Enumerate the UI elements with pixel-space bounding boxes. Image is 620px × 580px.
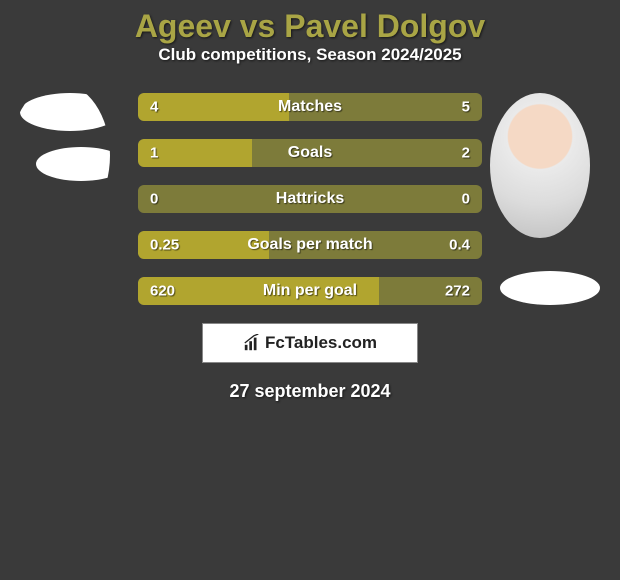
stat-left-value: 4	[150, 99, 158, 116]
stat-right-value: 272	[445, 283, 470, 300]
stat-label: Matches	[278, 98, 342, 116]
stat-left-value: 0	[150, 191, 158, 208]
stat-label: Min per goal	[263, 282, 357, 300]
player-right-avatar	[490, 93, 590, 238]
stat-row: 4 Matches 5	[138, 93, 482, 121]
stat-row: 620 Min per goal 272	[138, 277, 482, 305]
page-title: Ageev vs Pavel Dolgov	[0, 0, 620, 45]
snapshot-date: 27 september 2024	[0, 381, 620, 402]
stat-right-value: 5	[462, 99, 470, 116]
stat-label: Goals	[288, 144, 332, 162]
page-subtitle: Club competitions, Season 2024/2025	[0, 45, 620, 65]
avatar-blob	[20, 93, 110, 131]
source-logo: FcTables.com	[202, 323, 418, 363]
stat-right-value: 0.4	[449, 237, 470, 254]
stat-label: Goals per match	[247, 236, 372, 254]
stat-row-fill	[138, 93, 289, 121]
avatar-blob	[500, 271, 600, 305]
stat-left-value: 0.25	[150, 237, 179, 254]
avatar-blob	[36, 147, 110, 181]
stats-area: 4 Matches 5 1 Goals 2 0 Hattricks 0 0.25 Goals per…	[0, 93, 620, 305]
stat-row: 0 Hattricks 0	[138, 185, 482, 213]
stat-right-value: 2	[462, 145, 470, 162]
stat-row: 1 Goals 2	[138, 139, 482, 167]
stat-left-value: 1	[150, 145, 158, 162]
stat-left-value: 620	[150, 283, 175, 300]
source-logo-text: FcTables.com	[265, 333, 377, 353]
bar-chart-icon	[243, 334, 261, 352]
player-left-avatar	[10, 83, 110, 228]
stat-right-value: 0	[462, 191, 470, 208]
comparison-bars: 4 Matches 5 1 Goals 2 0 Hattricks 0 0.25 Goals per…	[138, 93, 482, 305]
stat-row: 0.25 Goals per match 0.4	[138, 231, 482, 259]
stat-label: Hattricks	[276, 190, 344, 208]
